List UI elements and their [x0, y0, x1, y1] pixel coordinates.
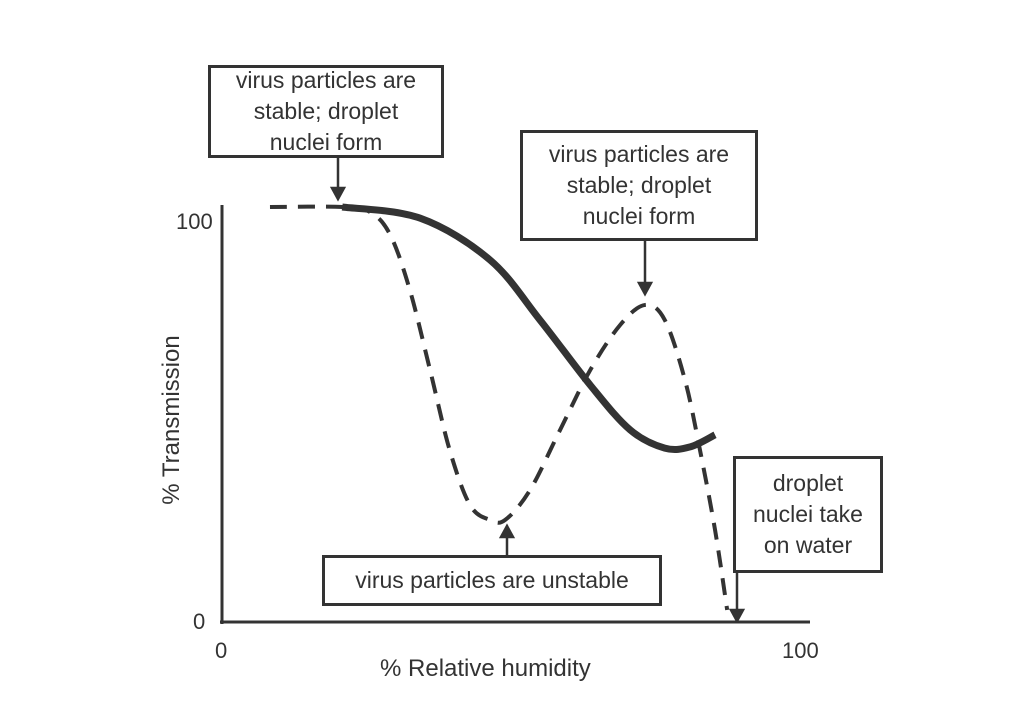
arrow-3-head: [498, 523, 516, 539]
annotation-box-3: virus particles are unstable: [322, 555, 662, 606]
arrow-2-head: [636, 281, 654, 297]
x-tick-0: 0: [215, 638, 228, 663]
y-tick-0: 0: [193, 609, 206, 634]
annotation-box-1: virus particles are stable; droplet nuclei…: [208, 65, 444, 158]
arrow-1-head: [329, 186, 347, 202]
annotation-text: droplet: [772, 470, 844, 496]
x-tick-100: 100: [782, 638, 819, 663]
annotation-arrows: [329, 157, 746, 624]
arrow-4-head: [728, 608, 746, 624]
y-tick-100: 100: [176, 209, 213, 234]
y-axis-title: % Transmission: [158, 335, 185, 505]
annotation-text: on water: [763, 532, 853, 558]
annotation-text: nuclei take: [753, 501, 863, 527]
x-axis-title: % Relative humidity: [380, 655, 591, 682]
annotation-box-2: virus particles are stable; droplet nuclei…: [520, 130, 758, 241]
annotation-text: virus particles are: [235, 67, 417, 93]
solid-series-line: [341, 203, 717, 454]
annotation-text: virus particles are unstable: [355, 567, 629, 593]
annotation-box-4: droplet nuclei take on water: [733, 456, 883, 573]
annotation-text: stable; droplet: [566, 172, 712, 198]
annotation-text: virus particles are: [548, 141, 730, 167]
dashed-series-line: [269, 204, 730, 611]
annotation-text: nuclei form: [582, 203, 696, 229]
annotation-text: stable; droplet: [253, 98, 399, 124]
annotation-text: nuclei form: [269, 129, 383, 155]
